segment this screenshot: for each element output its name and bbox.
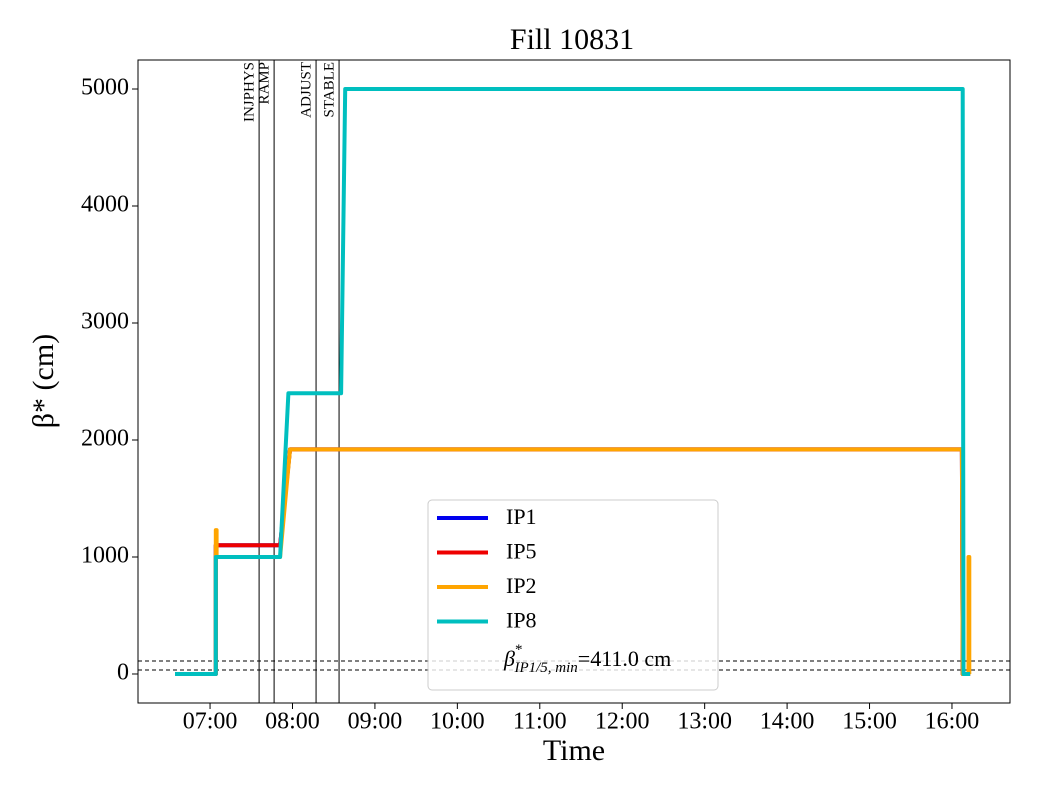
legend-sub: IP1/5, min [513,660,577,676]
y-tick-label: 0 [117,659,129,685]
legend-label: β* IP1/5, min=411.0 cm [503,642,671,676]
x-tick-label: 16:00 [925,709,980,735]
x-tick-label: 12:00 [595,709,650,735]
phase-label: STABLE [321,62,337,117]
y-tick-label: 4000 [81,192,129,218]
y-tick-label: 1000 [81,542,129,568]
y-tick-label: 3000 [81,309,129,335]
phase-label: ADJUST [298,62,314,118]
legend-sup: * [515,642,523,658]
plot-frame [137,59,1011,704]
x-tick-label: 09:00 [348,709,403,735]
y-tick-label: 2000 [81,425,129,451]
x-tick-label: 11:00 [513,709,567,735]
legend-symbol: β [503,646,515,671]
chart-title: Fill 10831 [510,23,634,56]
phase-label: INJPHYS [242,62,258,122]
legend-label: IP8 [506,608,537,633]
x-tick-label: 14:00 [760,709,815,735]
series-line [175,87,971,676]
x-axis-label: Time [543,734,605,767]
x-tick-label: 13:00 [677,709,732,735]
x-tick-label: 15:00 [842,709,897,735]
legend-label: IP5 [506,539,537,564]
legend-label: IP2 [506,573,537,598]
x-tick-label: 10:00 [430,709,485,735]
y-axis-label: β* (cm) [27,334,60,428]
x-tick-label: 07:00 [183,709,238,735]
y-tick-label: 5000 [81,75,129,101]
x-tick-label: 08:00 [265,709,320,735]
legend-box [427,499,719,691]
legend-text: =411.0 cm [578,646,671,671]
legend-label: IP1 [506,504,537,529]
series-line [175,447,972,676]
phase-label: RAMP [257,62,273,105]
